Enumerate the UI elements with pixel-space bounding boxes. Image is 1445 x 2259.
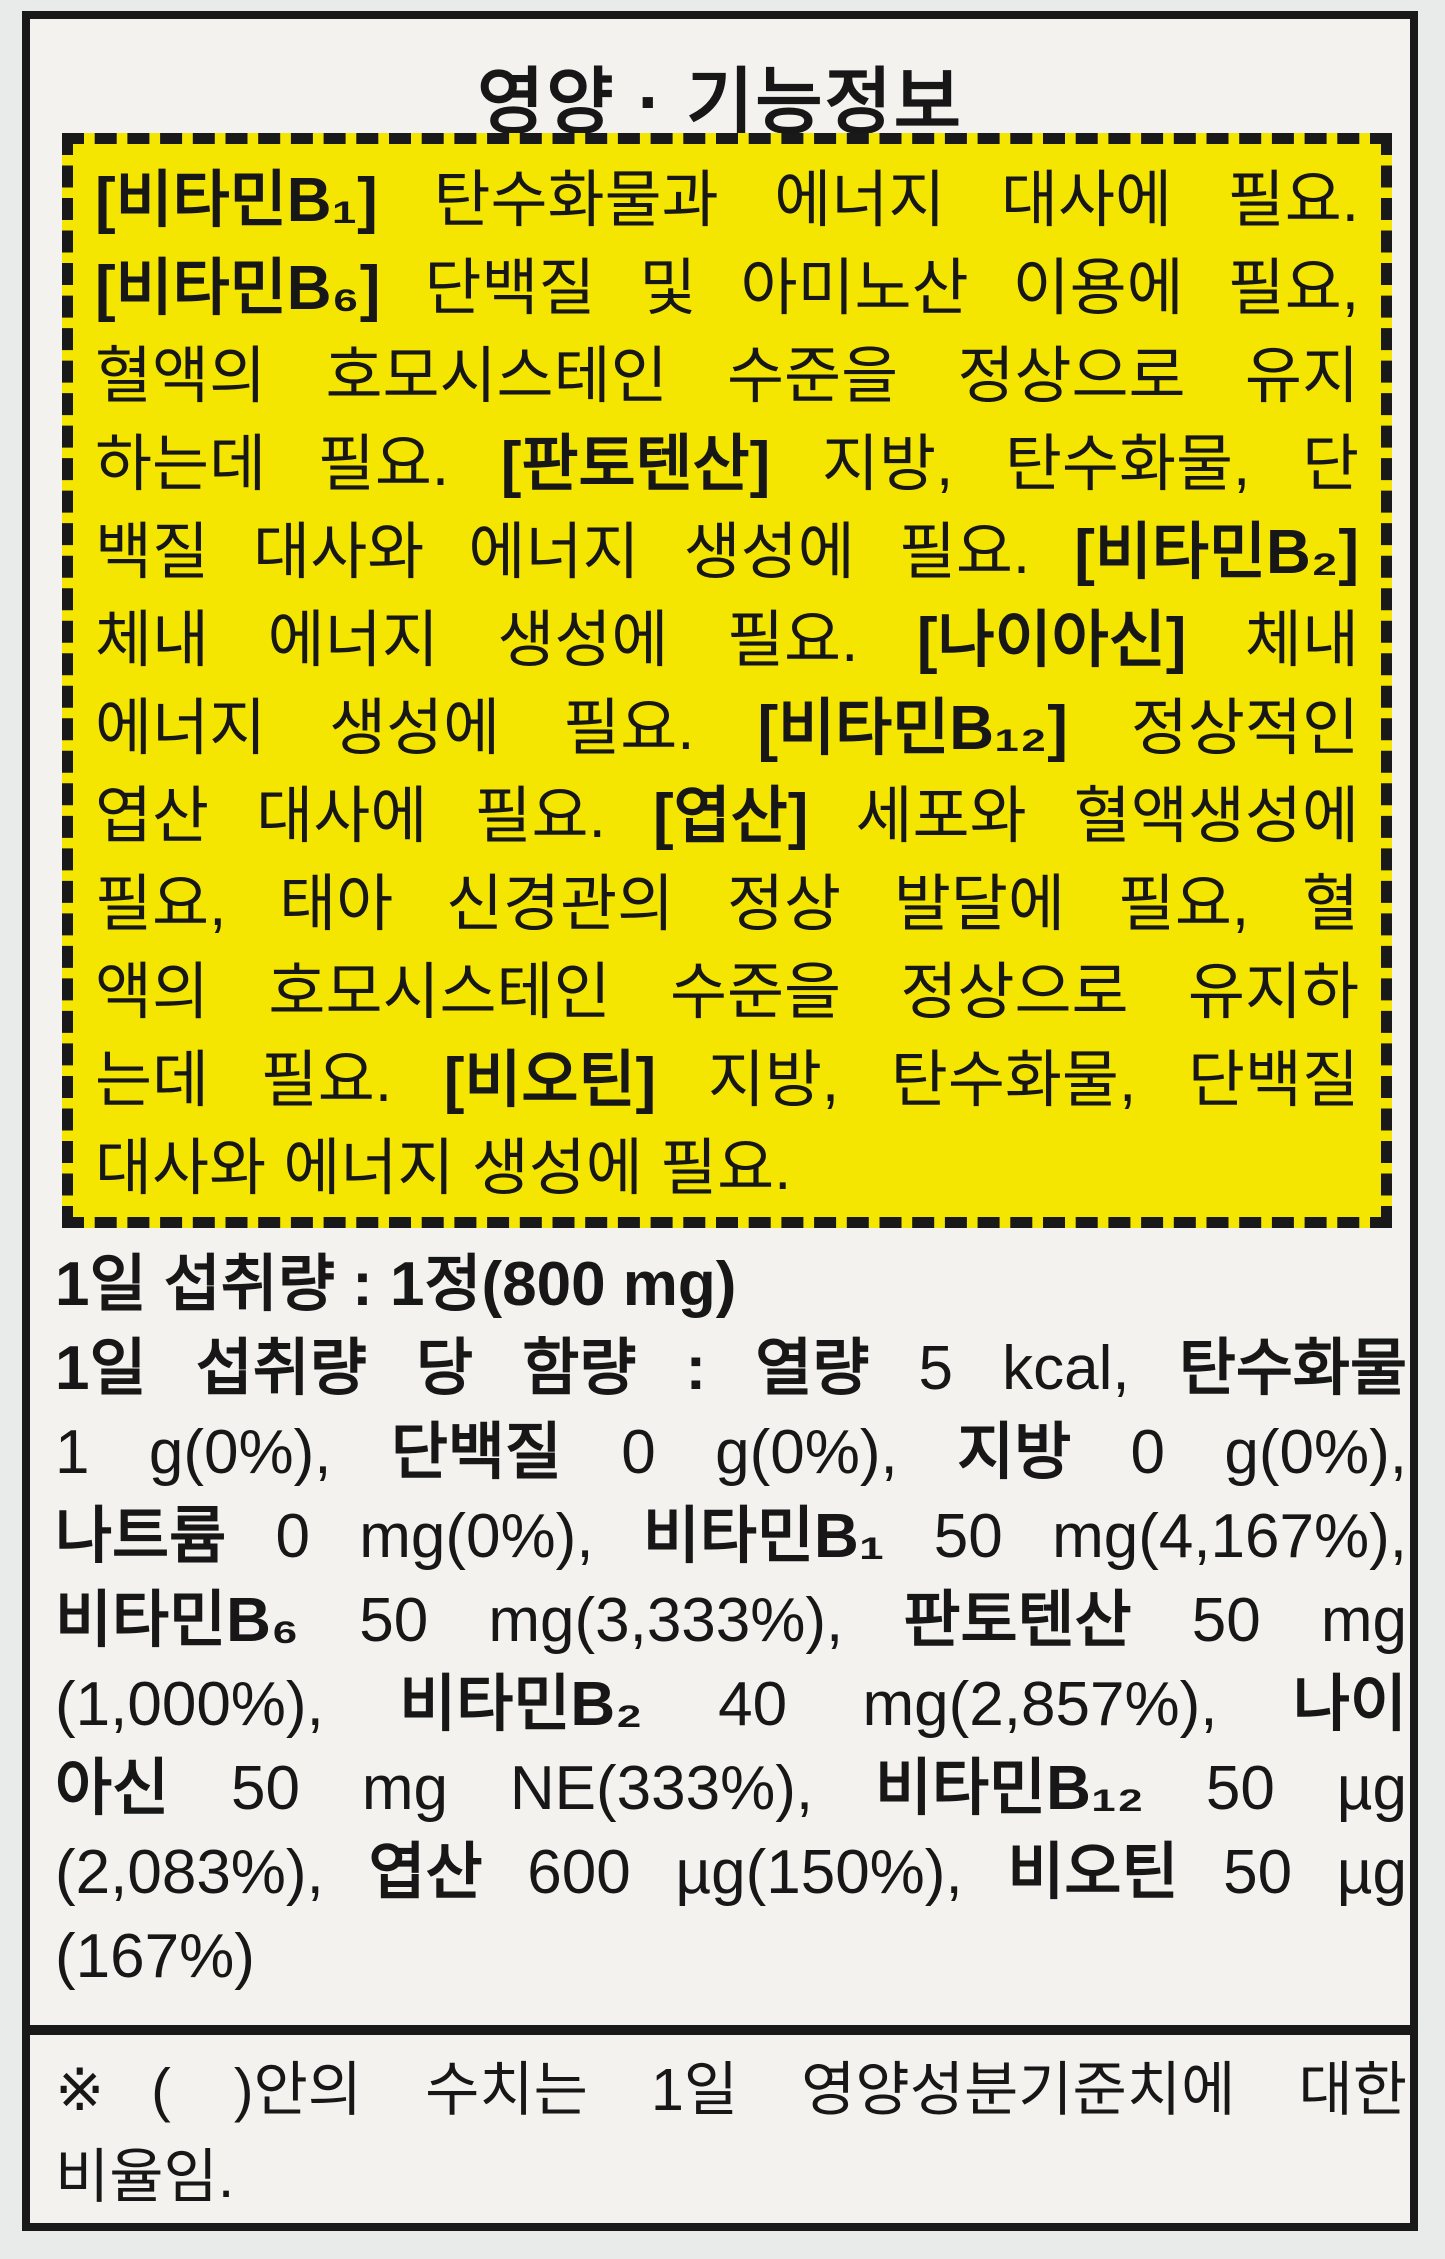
text-segment: 5 kcal, bbox=[869, 1334, 1179, 1403]
text-line: 에너지 생성에 필요. [비타민B₁₂] 정상적인 bbox=[95, 685, 1359, 773]
text-segment: 0 mg(0%), bbox=[226, 1502, 643, 1571]
text-line: 1일 섭취량 : 1정(800 mg) bbox=[55, 1243, 1407, 1327]
text-segment: 50 mg bbox=[1131, 1586, 1407, 1655]
text-segment: 세포와 혈액생성에 bbox=[808, 782, 1359, 851]
emphasized-text: 단백질 bbox=[390, 1418, 562, 1487]
text-line: 하는데 필요. [판토텐산] 지방, 탄수화물, 단 bbox=[95, 421, 1359, 509]
nutrition-label: 영양 · 기능정보 [비타민B₁] 탄수화물과 에너지 대사에 필요. [비타민B… bbox=[22, 11, 1418, 2231]
emphasized-text: 비오틴 bbox=[1007, 1838, 1179, 1907]
text-line: (2,083%), 엽산 600 µg(150%), 비오틴 50 µg bbox=[55, 1831, 1407, 1915]
text-segment: 는데 필요. bbox=[95, 1046, 444, 1115]
text-segment: (167%) bbox=[55, 1922, 255, 1991]
emphasized-text: 나이 bbox=[1292, 1670, 1407, 1739]
daily-intake-paragraph: 1일 섭취량 : 1정(800 mg) bbox=[55, 1243, 1407, 1327]
text-line: [비타민B₆] 단백질 및 아미노산 이용에 필요, bbox=[95, 245, 1359, 333]
text-line: 엽산 대사에 필요. [엽산] 세포와 혈액생성에 bbox=[95, 773, 1359, 861]
emphasized-text: [비타민B₁₂] bbox=[757, 694, 1068, 763]
emphasized-text: 엽산 bbox=[368, 1838, 483, 1907]
emphasized-text: 1일 섭취량 : 1정(800 mg) bbox=[55, 1250, 737, 1319]
text-segment: 1 g(0%), bbox=[55, 1418, 391, 1487]
text-segment: 대사와 에너지 생성에 필요. bbox=[95, 1134, 792, 1203]
emphasized-text: [판토텐산] bbox=[500, 430, 771, 499]
text-segment: 비율임. bbox=[55, 2144, 235, 2210]
emphasized-text: [나이아신] bbox=[916, 606, 1187, 675]
emphasized-text: 1일 섭취량 당 함량 : 열량 bbox=[55, 1334, 870, 1403]
text-line: 액의 호모시스테인 수준을 정상으로 유지하 bbox=[95, 949, 1359, 1037]
text-segment: 정상적인 bbox=[1067, 694, 1359, 763]
emphasized-text: [비타민B₁] bbox=[95, 166, 378, 235]
emphasized-text: 탄수화물 bbox=[1178, 1334, 1407, 1403]
text-line: 비타민B₆ 50 mg(3,333%), 판토텐산 50 mg bbox=[55, 1579, 1407, 1663]
emphasized-text: 판토텐산 bbox=[903, 1586, 1132, 1655]
text-segment: 50 mg NE(333%), bbox=[169, 1754, 875, 1823]
text-segment: ※( )안의 수치는 1일 영양성분기준치에 대한 bbox=[55, 2057, 1407, 2123]
text-segment: 탄수화물과 에너지 대사에 필요. bbox=[377, 166, 1359, 235]
text-line: 1 g(0%), 단백질 0 g(0%), 지방 0 g(0%), bbox=[55, 1411, 1407, 1495]
text-line: 체내 에너지 생성에 필요. [나이아신] 체내 bbox=[95, 597, 1359, 685]
text-segment: 600 µg(150%), bbox=[482, 1838, 1008, 1907]
text-segment: 체내 에너지 생성에 필요. bbox=[95, 606, 917, 675]
emphasized-text: [비타민B₆] bbox=[95, 254, 381, 323]
text-segment: 액의 호모시스테인 수준을 정상으로 유지하 bbox=[95, 958, 1359, 1027]
composition-paragraph: 1일 섭취량 당 함량 : 열량 5 kcal, 탄수화물 1 g(0%), 단백… bbox=[55, 1327, 1407, 1999]
text-segment: 50 µg bbox=[1144, 1754, 1407, 1823]
text-line: 는데 필요. [비오틴] 지방, 탄수화물, 단백질 bbox=[95, 1037, 1359, 1125]
text-line: ※( )안의 수치는 1일 영양성분기준치에 대한 bbox=[55, 2047, 1407, 2134]
text-segment: 엽산 대사에 필요. bbox=[95, 782, 653, 851]
text-segment: 50 mg(3,333%), bbox=[299, 1586, 904, 1655]
text-segment: 0 g(0%), bbox=[1071, 1418, 1407, 1487]
text-line: 혈액의 호모시스테인 수준을 정상으로 유지 bbox=[95, 333, 1359, 421]
text-segment: 지방, 탄수화물, 단백질 bbox=[656, 1046, 1359, 1115]
text-segment: (2,083%), bbox=[55, 1838, 369, 1907]
text-segment: 지방, 탄수화물, 단 bbox=[770, 430, 1359, 499]
text-segment: (1,000%), bbox=[55, 1670, 400, 1739]
emphasized-text: 비타민B₁ bbox=[642, 1502, 885, 1571]
text-segment: 백질 대사와 에너지 생성에 필요. bbox=[95, 518, 1075, 587]
emphasized-text: 나트륨 bbox=[55, 1502, 227, 1571]
text-segment: 에너지 생성에 필요. bbox=[95, 694, 758, 763]
emphasized-text: 아신 bbox=[55, 1754, 170, 1823]
text-segment: 50 µg bbox=[1178, 1838, 1407, 1907]
emphasized-text: [엽산] bbox=[652, 782, 809, 851]
emphasized-text: [비오틴] bbox=[443, 1046, 657, 1115]
text-line: 아신 50 mg NE(333%), 비타민B₁₂ 50 µg bbox=[55, 1747, 1407, 1831]
text-line: 1일 섭취량 당 함량 : 열량 5 kcal, 탄수화물 bbox=[55, 1327, 1407, 1411]
emphasized-text: 지방 bbox=[957, 1418, 1072, 1487]
text-segment: 50 mg(4,167%), bbox=[884, 1502, 1407, 1571]
text-segment: 하는데 필요. bbox=[95, 430, 501, 499]
intake-section: 1일 섭취량 : 1정(800 mg) 1일 섭취량 당 함량 : 열량 5 k… bbox=[55, 1243, 1407, 1999]
text-segment: 단백질 및 아미노산 이용에 필요, bbox=[380, 254, 1359, 323]
label-title: 영양 · 기능정보 bbox=[477, 62, 963, 143]
emphasized-text: 비타민B₂ bbox=[399, 1670, 643, 1739]
text-line: (1,000%), 비타민B₂ 40 mg(2,857%), 나이 bbox=[55, 1663, 1407, 1747]
text-segment: 필요, 태아 신경관의 정상 발달에 필요, 혈 bbox=[95, 870, 1359, 939]
emphasized-text: 비타민B₁₂ bbox=[874, 1754, 1145, 1823]
text-segment: 0 g(0%), bbox=[561, 1418, 958, 1487]
emphasized-text: [비타민B₂] bbox=[1074, 518, 1359, 587]
text-segment: 혈액의 호모시스테인 수준을 정상으로 유지 bbox=[95, 342, 1359, 411]
text-line: 백질 대사와 에너지 생성에 필요. [비타민B₂] bbox=[95, 509, 1359, 597]
text-line: [비타민B₁] 탄수화물과 에너지 대사에 필요. bbox=[95, 157, 1359, 245]
text-line: (167%) bbox=[55, 1915, 1407, 1999]
text-segment: 40 mg(2,857%), bbox=[642, 1670, 1293, 1739]
text-line: 비율임. bbox=[55, 2134, 1407, 2221]
emphasized-text: 비타민B₆ bbox=[55, 1586, 300, 1655]
functional-info-box: [비타민B₁] 탄수화물과 에너지 대사에 필요. [비타민B₆] 단백질 및 아… bbox=[62, 133, 1392, 1228]
text-segment: 체내 bbox=[1186, 606, 1359, 675]
footnote-divider bbox=[30, 2025, 1410, 2035]
text-line: 나트륨 0 mg(0%), 비타민B₁ 50 mg(4,167%), bbox=[55, 1495, 1407, 1579]
text-line: 필요, 태아 신경관의 정상 발달에 필요, 혈 bbox=[95, 861, 1359, 949]
text-line: 대사와 에너지 생성에 필요. bbox=[95, 1125, 1359, 1213]
